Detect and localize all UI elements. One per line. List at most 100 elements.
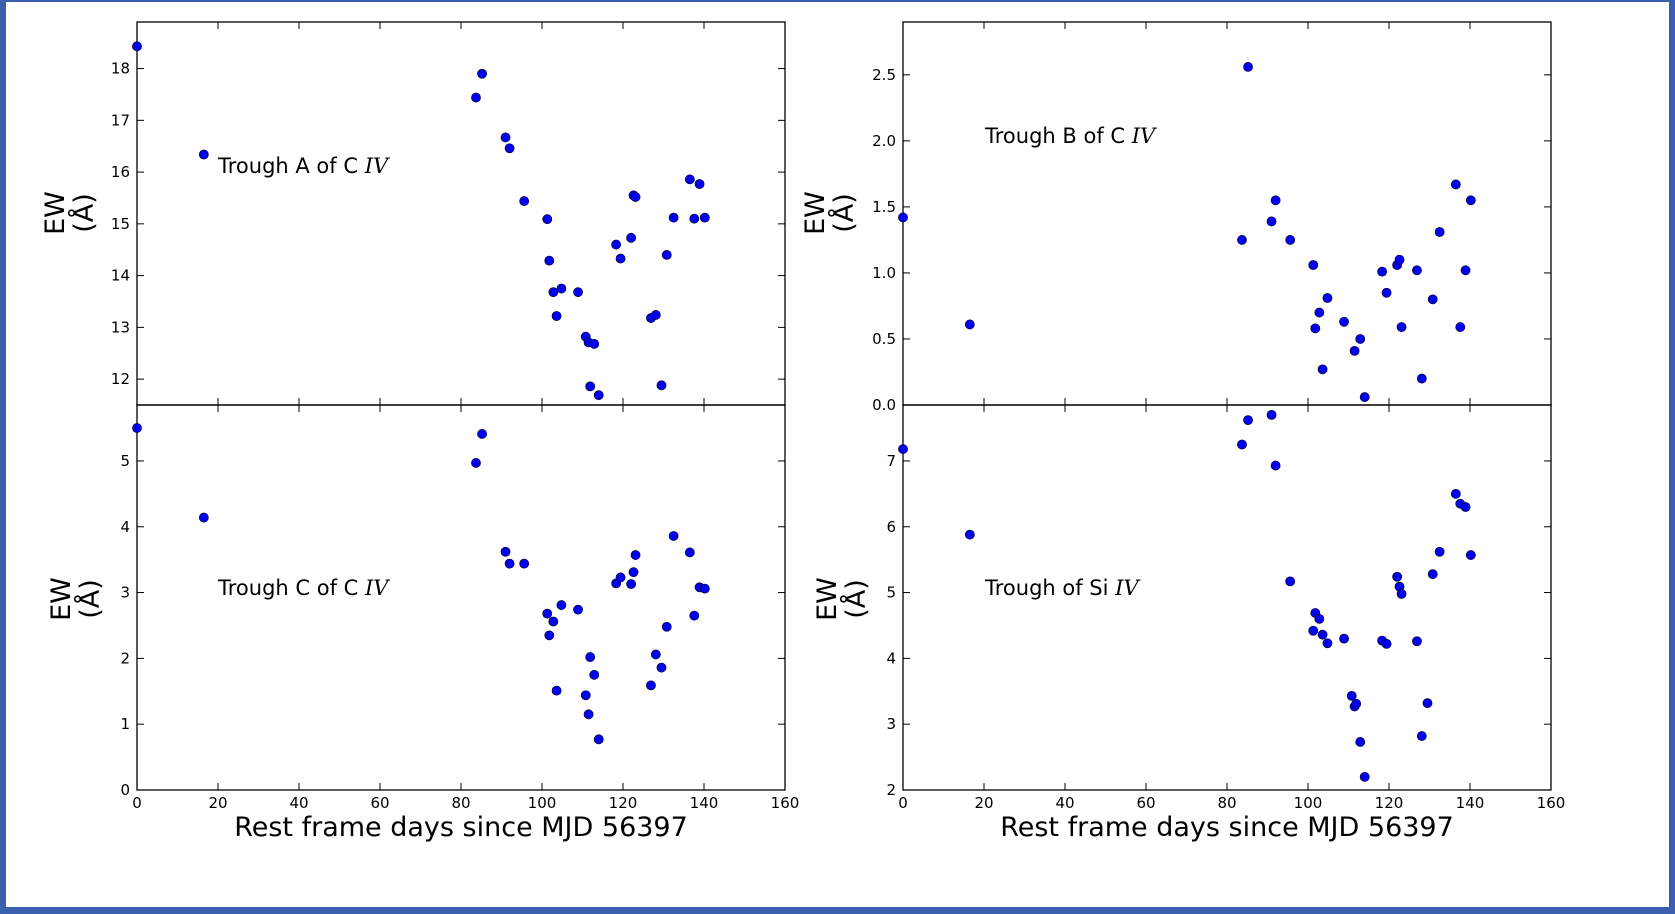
data-point [646,680,656,691]
x-tick-label: 120 [1375,794,1404,812]
y-tick-label: 2.5 [872,66,896,84]
data-point [1396,588,1407,599]
data-point [1346,690,1357,701]
axes-frame [902,21,1552,406]
data-point [615,253,626,264]
panel-annotation: Trough C of C IV [217,576,390,600]
data-point [684,547,695,558]
data-point [1416,373,1427,384]
y-tick-label: 13 [111,318,130,336]
data-point [544,255,555,266]
y-tick-label: 2.0 [872,132,896,150]
data-point [589,669,600,680]
x-tick-label: 100 [1294,794,1323,812]
data-point [626,232,636,243]
panel-top-right: 0.0 0.5 1.0 1.5 2.0 2.5 Trough B of C IV EW(Å) [800,21,1552,414]
panel-bottom-right: 0 20 40 60 80 100 120 140 160 2 3 4 5 6 7 Trough of Si … [812,404,1565,843]
data-point [699,212,710,223]
panel-annotation: Trough B of C IV [984,124,1157,148]
data-point [611,239,622,250]
data-point [1455,322,1466,332]
data-point [1351,698,1362,709]
data-point [1237,235,1247,245]
data-point [1427,294,1438,305]
y-tick-label: 2 [886,781,896,799]
y-axis-label: EW(Å) [40,191,100,235]
data-point [593,390,604,401]
data-point [593,734,604,745]
data-point [1314,307,1325,318]
y-tick-label: 16 [111,163,130,181]
data-point [1310,323,1321,334]
data-point [689,610,700,621]
data-point [1381,287,1392,298]
data-point [661,250,672,260]
data-point [132,423,142,433]
data-point [628,567,639,578]
figure-frame: 12 13 14 15 16 17 18 Trough A of C IV EW(Å) 0.0 0.… [6,2,1669,907]
panel-annotation: Trough of Si IV [984,576,1140,600]
y-tick-label: 0.5 [872,330,896,348]
data-point [1355,737,1366,747]
data-point [1394,254,1405,265]
x-tick-label: 80 [1217,794,1236,812]
data-point [1381,638,1392,649]
panel-top-left: 12 13 14 15 16 17 18 Trough A of C IV EW(Å) [40,21,786,406]
data-point [1359,771,1370,782]
y-tick-label: 3 [120,584,130,602]
y-tick-label: 2 [120,649,130,667]
data-point [1450,179,1461,190]
data-point [1460,265,1471,276]
data-point [519,196,530,206]
data-point [684,174,695,185]
data-point [650,310,661,320]
data-point [1349,345,1360,356]
y-tick-label: 3 [886,715,896,733]
y-tick-label: 12 [111,370,130,388]
data-point [1243,62,1253,72]
data-point [198,149,209,160]
data-point [585,381,596,392]
data-point [1339,633,1349,644]
x-tick-label: 160 [771,794,800,812]
data-point [630,550,641,560]
y-tick-label: 0.0 [872,396,896,414]
x-tick-label: 0 [132,794,142,812]
data-point [471,458,481,468]
y-tick-label: 4 [120,518,130,536]
data-point [542,214,553,225]
data-point [1243,415,1253,426]
data-point [519,558,530,569]
y-tick-label: 7 [886,452,896,470]
data-point [694,179,705,189]
data-point [898,212,908,223]
data-point [556,283,567,294]
data-point [548,616,559,627]
data-point [504,558,515,569]
data-point [668,531,679,541]
y-tick-label: 15 [111,215,130,233]
x-tick-label: 60 [370,794,389,812]
data-point [1396,322,1407,332]
data-point [1460,502,1471,512]
data-point [661,621,672,632]
data-point [1434,227,1445,237]
panel-bottom-left: 0 20 40 60 80 100 120 140 160 0 1 2 3 4 5 Trough C of C… [46,404,800,843]
x-tick-label: 60 [1136,794,1155,812]
data-point [548,287,559,298]
data-point [656,380,667,391]
x-tick-label: 40 [289,794,308,812]
data-point [898,444,908,454]
x-tick-label: 120 [609,794,638,812]
data-point [615,572,626,583]
data-point [656,662,667,673]
x-tick-label: 20 [208,794,227,812]
x-tick-label: 140 [690,794,719,812]
data-point [1314,613,1325,624]
x-axis-label: Rest frame days since MJD 56397 [234,812,688,843]
y-tick-label: 6 [886,518,896,536]
data-point [1339,316,1349,327]
panel-annotation: Trough A of C IV [217,154,390,178]
data-point [544,630,555,641]
data-point [573,604,583,615]
